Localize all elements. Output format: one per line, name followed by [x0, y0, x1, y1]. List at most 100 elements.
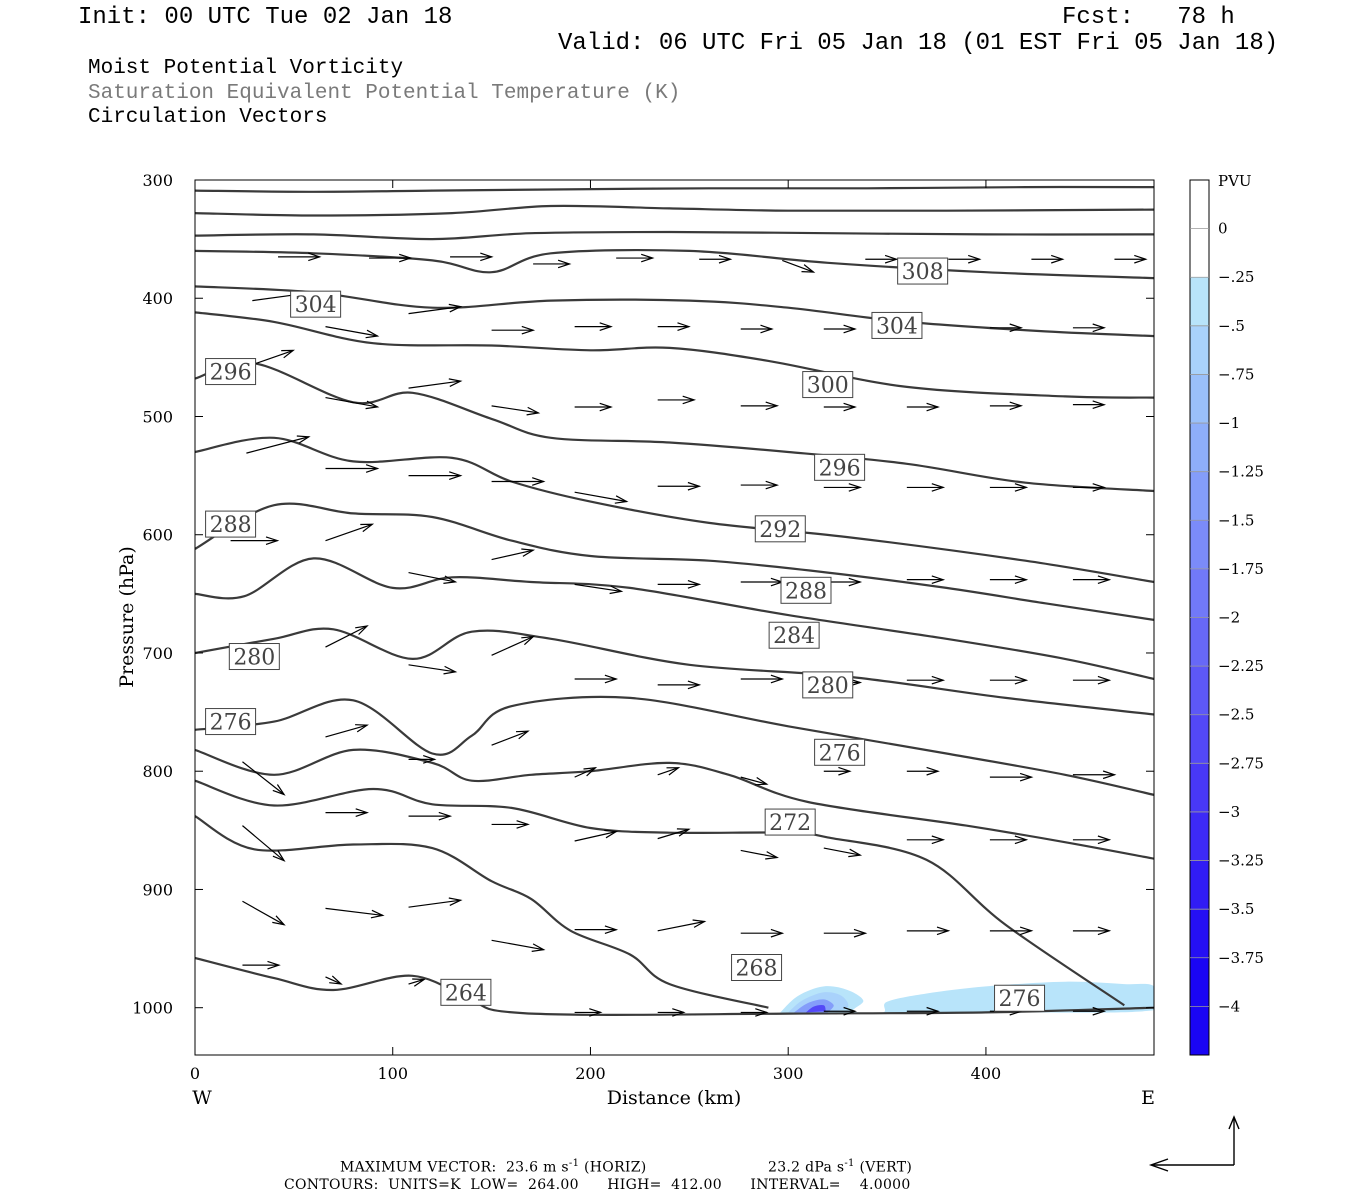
colorbar-swatch-3 [1190, 325, 1209, 375]
vector-head [583, 767, 598, 777]
contour-label-10: 280 [228, 643, 280, 671]
vector-97 [491, 939, 546, 952]
vector-shaft [823, 847, 861, 856]
vector-head [1097, 926, 1112, 936]
contour-label-box [205, 510, 257, 538]
colorbar-tick-label: −.5 [1218, 317, 1245, 335]
vector-head [931, 575, 946, 584]
colorbar-swatch-2 [1190, 277, 1209, 327]
colorbar-swatch-11 [1190, 714, 1209, 764]
vector-head [1176, 576, 1187, 584]
vector-85 [491, 820, 530, 829]
vector-38 [574, 491, 629, 504]
vector-head [1097, 675, 1112, 685]
vector-head [1176, 835, 1187, 843]
vector-head [438, 811, 453, 821]
contour-label-7: 292 [754, 515, 806, 543]
colorbar-tick-label: −.25 [1218, 268, 1254, 286]
contour-label-text: 304 [295, 293, 337, 318]
vector-shaft [242, 761, 285, 795]
vector-shaft [408, 571, 456, 583]
contour-label-16: 264 [440, 978, 492, 1006]
vector-32 [1072, 400, 1107, 409]
vector-head [687, 481, 702, 491]
vector-113 [906, 1006, 940, 1016]
colorbar-swatch-7 [1190, 520, 1209, 570]
colorbar-tick-label: −1 [1218, 414, 1240, 432]
vector-head [449, 471, 463, 480]
vector-41 [823, 483, 863, 492]
vector-59 [325, 625, 369, 648]
vector-head [1176, 771, 1187, 779]
contour-label-box [290, 290, 342, 318]
vector-78 [906, 766, 940, 776]
vector-73 [491, 730, 530, 746]
vector-45 [1156, 483, 1187, 491]
vector-21 [1156, 324, 1187, 332]
vector-head [1092, 323, 1106, 333]
vector-head [1019, 926, 1034, 936]
vector-head [443, 575, 458, 584]
vector-head [589, 1008, 603, 1017]
contour-label-14: 272 [764, 808, 816, 836]
contour-label-3: 296 [205, 358, 257, 386]
vector-shaft [657, 767, 679, 776]
vector-98 [574, 925, 619, 934]
theta-es-contour-14 [195, 815, 769, 1009]
vector-94 [242, 900, 286, 926]
contour-label-text: 268 [736, 957, 778, 982]
y-tick-label: 400 [142, 289, 173, 308]
vector-43 [989, 483, 1029, 492]
max-vector-vert-tag: (VERT) [859, 1159, 913, 1176]
vector-head [308, 252, 322, 262]
contour-label-box [205, 708, 257, 736]
colorbar-tick-label: −3.25 [1218, 852, 1264, 870]
vector-34 [246, 435, 311, 454]
vector-29 [823, 402, 857, 412]
contour-label-box [897, 257, 949, 285]
vector-26 [574, 402, 613, 412]
vector-49 [491, 548, 536, 561]
vector-40 [740, 480, 780, 490]
field-title-vectors: Circulation Vectors [88, 106, 328, 129]
vector-17 [740, 324, 774, 334]
vector-head [760, 324, 774, 334]
field-title-mpv: Moist Potential Vorticity [88, 57, 404, 80]
vector-head [926, 402, 940, 412]
contour-label-13: 276 [814, 738, 866, 766]
vector-115 [1072, 1006, 1107, 1016]
vector-head [682, 395, 697, 405]
contour-label-text: 280 [233, 646, 275, 671]
vector-head [1014, 675, 1029, 685]
vector-shaft [242, 900, 285, 926]
vector-head [931, 483, 946, 492]
vector-head [1014, 835, 1029, 845]
vector-67 [989, 675, 1029, 685]
vector-84 [408, 811, 453, 821]
contour-label-box [764, 808, 816, 836]
vector-99 [657, 919, 707, 932]
axes: 300 400 500 600 700 800 900 1000 0 100 200 300 400 [132, 171, 1154, 1083]
vector-3 [533, 259, 572, 269]
vector-90 [906, 835, 946, 845]
vector-27 [657, 395, 697, 405]
vector-head [267, 960, 281, 970]
vector-77 [823, 766, 852, 776]
vector-25 [491, 405, 541, 416]
x-tick-label: 100 [377, 1064, 408, 1083]
colorbar-unit: PVU [1218, 172, 1252, 190]
vector-head [448, 303, 463, 313]
vector-1 [369, 253, 413, 263]
theta-es-contour-4 [195, 285, 1154, 338]
vector-31 [989, 401, 1024, 411]
colorbar-tick-label: −1.5 [1218, 511, 1254, 529]
vector-20 [1072, 323, 1106, 333]
contour-label-6: 288 [205, 510, 257, 538]
colorbar-swatch-5 [1190, 423, 1209, 473]
colorbar-tick-label: −2.5 [1218, 706, 1254, 724]
circulation-vectors [230, 252, 1187, 1017]
vector-head [1176, 927, 1187, 935]
vector-51 [657, 580, 702, 589]
vector-head [355, 625, 369, 635]
vector-head [360, 523, 375, 533]
